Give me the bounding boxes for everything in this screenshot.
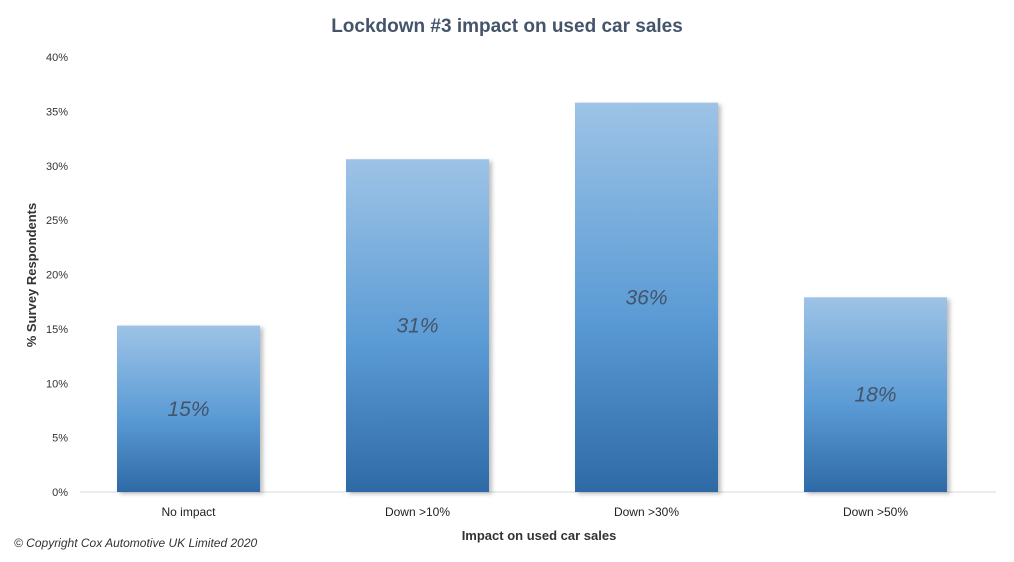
bar-data-label: 18% xyxy=(854,384,896,407)
y-tick-label: 30% xyxy=(46,161,68,173)
bar-data-label: 36% xyxy=(625,286,667,309)
y-axis-title: % Survey Respondents xyxy=(24,203,39,348)
category-labels: No impact Down >10% Down >30% Down >50% xyxy=(161,505,908,519)
y-tick-label: 15% xyxy=(46,324,68,336)
category-label: Down >50% xyxy=(843,505,908,519)
bar xyxy=(575,102,718,493)
y-tick-label: 5% xyxy=(52,433,68,445)
y-tick-label: 35% xyxy=(46,106,68,118)
copyright-notice: © Copyright Cox Automotive UK Limited 20… xyxy=(14,536,258,550)
y-tick-label: 40% xyxy=(46,52,68,64)
bar-data-label: 31% xyxy=(396,315,438,338)
x-axis-title: Impact on used car sales xyxy=(462,528,617,543)
category-label: No impact xyxy=(161,505,216,519)
chart-title: Lockdown #3 impact on used car sales xyxy=(331,16,683,37)
bar xyxy=(117,325,260,492)
y-axis-ticks: 0% 5% 10% 15% 20% 25% 30% 35% 40% xyxy=(46,52,68,499)
y-tick-label: 0% xyxy=(52,487,68,499)
bar xyxy=(804,297,947,492)
bar xyxy=(346,159,489,492)
y-tick-label: 10% xyxy=(46,378,68,390)
bars-group: 15% 31% 36% 18% xyxy=(117,102,947,493)
y-tick-label: 20% xyxy=(46,270,68,282)
category-label: Down >30% xyxy=(614,505,679,519)
bar-data-label: 15% xyxy=(167,398,209,421)
category-label: Down >10% xyxy=(385,505,450,519)
y-tick-label: 25% xyxy=(46,215,68,227)
